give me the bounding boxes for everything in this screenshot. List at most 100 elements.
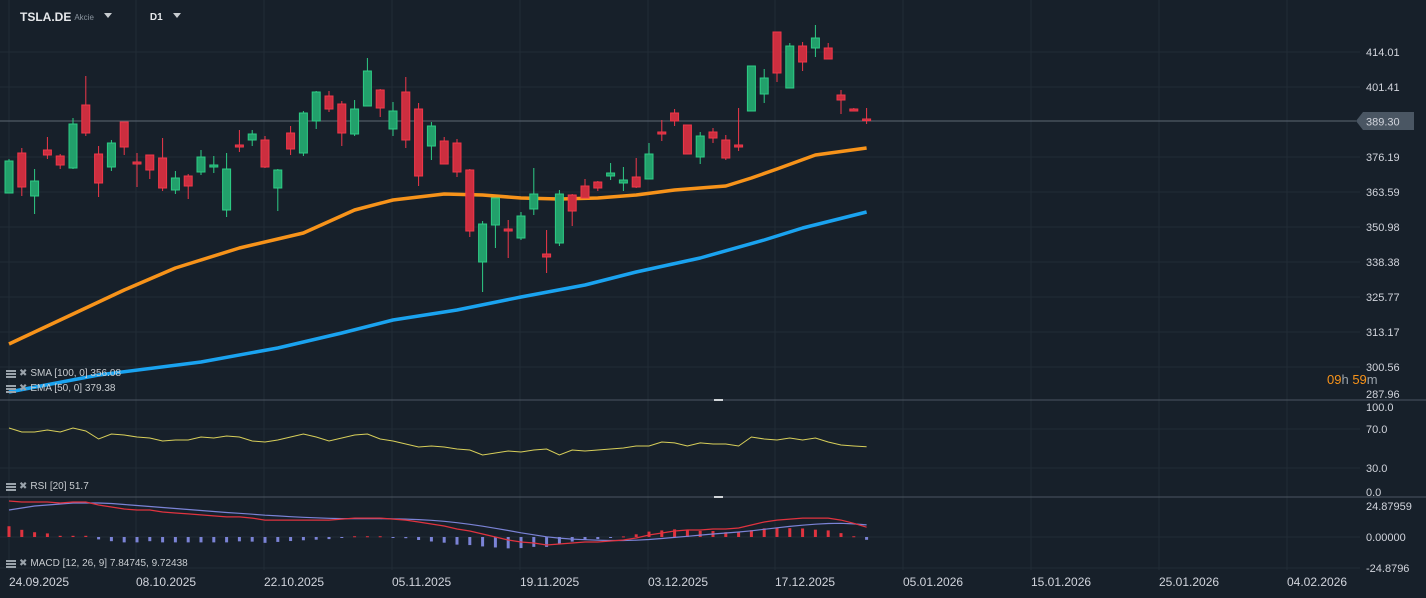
- candle-body: [145, 154, 155, 171]
- candle: [593, 181, 603, 191]
- indicator-settings-icon[interactable]: [6, 482, 16, 491]
- candle-body: [657, 131, 667, 135]
- candle: [298, 111, 308, 156]
- macd-histogram-bar: [353, 536, 357, 538]
- candle: [772, 31, 782, 82]
- macd-histogram-bar: [148, 537, 152, 542]
- macd-histogram-bar: [429, 537, 433, 542]
- price-axis-label: 414.01: [1366, 47, 1400, 59]
- candle: [759, 69, 769, 103]
- candle-countdown-timer: 09h 59m: [1327, 372, 1378, 387]
- candle: [862, 108, 872, 124]
- candle-body: [810, 37, 820, 49]
- candle-body: [81, 104, 91, 134]
- candle: [311, 91, 321, 129]
- candles: [4, 25, 872, 292]
- date-axis-label: 05.11.2025: [392, 575, 451, 589]
- macd-axis-label: 0.00000: [1366, 532, 1406, 544]
- macd-histogram-bar: [698, 530, 702, 537]
- macd-histogram-bar: [557, 537, 561, 545]
- candle: [465, 169, 475, 237]
- candle-body: [298, 112, 308, 154]
- ema-legend: ✖ EMA [50, 0] 379.38: [6, 383, 115, 394]
- candle-body: [670, 112, 680, 122]
- timer-minutes-unit: m: [1366, 372, 1378, 387]
- macd-histogram-bar: [506, 537, 510, 549]
- macd-histogram-bar: [481, 537, 485, 547]
- date-axis-label: 03.12.2025: [648, 575, 708, 589]
- candle: [644, 143, 654, 180]
- indicator-remove-icon[interactable]: ✖: [19, 367, 28, 379]
- macd-histogram-bar: [621, 536, 625, 538]
- candle-body: [593, 181, 603, 189]
- candle: [158, 138, 168, 191]
- macd-histogram-bar: [340, 537, 344, 538]
- candle: [222, 153, 232, 217]
- candle: [234, 130, 244, 152]
- indicator-settings-icon[interactable]: [6, 369, 16, 378]
- macd-histogram-bar: [775, 527, 779, 537]
- candle-body: [4, 160, 14, 194]
- candle: [196, 150, 206, 175]
- candle-body: [273, 169, 283, 189]
- moving-averages: [8, 146, 868, 394]
- macd-histogram-bar: [647, 531, 651, 537]
- price-axis-label: 401.41: [1366, 82, 1400, 94]
- candle: [580, 179, 590, 199]
- candle-body: [439, 140, 449, 165]
- macd-histogram-bar: [545, 537, 549, 547]
- indicator-remove-icon[interactable]: ✖: [19, 480, 28, 492]
- candle-body: [158, 157, 168, 189]
- panel-resize-handle[interactable]: [714, 496, 723, 498]
- timer-hours: 09: [1327, 372, 1342, 387]
- candle-body: [106, 142, 116, 168]
- candle: [478, 221, 488, 292]
- macd-histogram-bar: [660, 530, 664, 537]
- candle-body: [183, 175, 193, 187]
- symbol-dropdown-chevron-icon[interactable]: [103, 12, 112, 18]
- candle: [657, 120, 667, 141]
- macd-legend: ✖ MACD [12, 26, 9] 7.84745, 9.72438: [6, 558, 188, 569]
- macd-histogram-bar: [327, 537, 331, 540]
- price-axis-label: 325.77: [1366, 292, 1400, 304]
- candle: [516, 212, 526, 240]
- candle-body: [618, 179, 628, 184]
- candle: [606, 163, 616, 180]
- candle: [452, 139, 462, 177]
- candle: [273, 169, 283, 211]
- macd-histogram-bar: [161, 537, 165, 543]
- macd-histogram-bar: [20, 529, 24, 537]
- indicator-remove-icon[interactable]: ✖: [19, 382, 28, 394]
- macd-histogram-bar: [839, 533, 843, 537]
- macd-histogram-bar: [468, 537, 472, 546]
- candle: [708, 128, 718, 143]
- candle: [337, 101, 347, 146]
- indicator-settings-icon[interactable]: [6, 559, 16, 568]
- candle: [81, 76, 91, 136]
- candle: [682, 124, 692, 155]
- macd-histogram-bar: [378, 536, 382, 538]
- macd-histogram-bar: [596, 537, 600, 540]
- candle-body: [337, 103, 347, 134]
- macd-histogram-bar: [417, 537, 421, 540]
- panel-resize-handle[interactable]: [714, 399, 723, 401]
- macd-histogram-bar: [813, 529, 817, 537]
- price-axis-label: 313.17: [1366, 327, 1400, 339]
- timeframe-dropdown-chevron-icon[interactable]: [172, 12, 181, 18]
- candle: [529, 168, 539, 215]
- indicator-settings-icon[interactable]: [6, 384, 16, 393]
- candle: [260, 136, 270, 168]
- sma-legend: ✖ SMA [100, 0] 356.08: [6, 368, 121, 379]
- rsi-axis-label: 70.0: [1366, 424, 1387, 436]
- symbol-name[interactable]: TSLA.DE: [20, 10, 72, 24]
- timeframe-selector[interactable]: D1: [149, 11, 163, 23]
- indicator-remove-icon[interactable]: ✖: [19, 557, 28, 569]
- macd-histogram-bar: [673, 529, 677, 537]
- candle: [631, 158, 641, 188]
- date-axis-label: 19.11.2025: [520, 575, 579, 589]
- price-axis-label: 363.59: [1366, 187, 1400, 199]
- macd-histogram-bar: [801, 528, 805, 537]
- candle-body: [580, 185, 590, 199]
- panel-separators: [0, 399, 1426, 498]
